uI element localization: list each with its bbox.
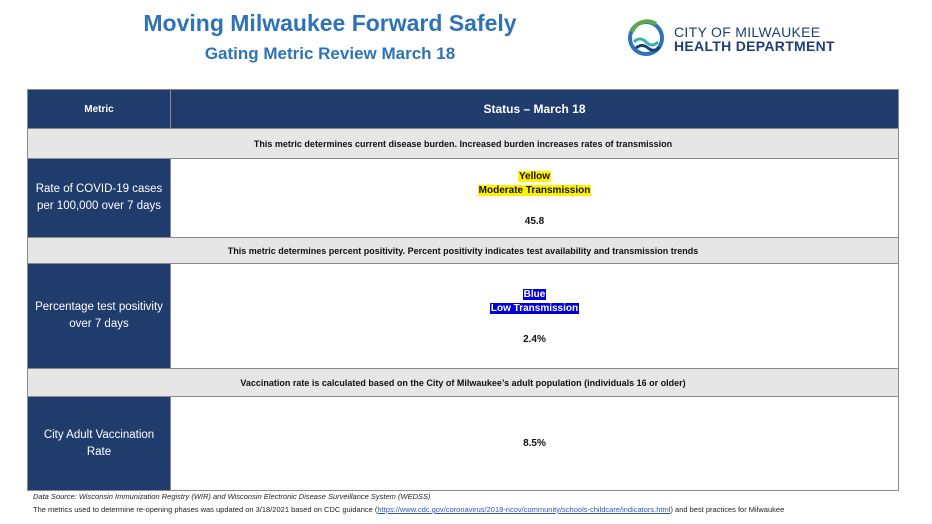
metric-note-row: Vaccination rate is calculated based on … (27, 368, 899, 397)
column-header-metric: Metric (27, 89, 171, 129)
metric-label-positivity: Percentage test positivity over 7 days (27, 263, 171, 369)
status-badge-color: Yellow (517, 170, 552, 182)
metric-value-cases: 45.8 (524, 215, 545, 227)
metric-note-row: This metric determines percent positivit… (27, 237, 899, 264)
metric-row-vaccination: City Adult Vaccination Rate 8.5% (27, 396, 899, 491)
page-subtitle: Gating Metric Review March 18 (204, 44, 456, 63)
cdc-note-text-after: ) and best practices for Milwaukee (670, 505, 785, 514)
metric-status-cases: Yellow Moderate Transmission 45.8 (170, 158, 899, 238)
metric-value-positivity: 2.4% (523, 333, 546, 345)
table-header-row: Metric Status – March 18 (27, 89, 899, 129)
cdc-guidance-link[interactable]: https://www.cdc.gov/coronavirus/2019-nco… (377, 505, 671, 514)
status-badge-level: Low Transmission (489, 302, 580, 314)
metric-value-vaccination: 8.5% (523, 438, 546, 449)
metric-row-cases: Rate of COVID-19 cases per 100,000 over … (27, 158, 899, 238)
metric-row-positivity: Percentage test positivity over 7 days B… (27, 263, 899, 369)
metric-status-vaccination: 8.5% (170, 396, 899, 491)
gating-metrics-table: Metric Status – March 18 This metric det… (27, 89, 899, 491)
health-department-logo: CITY OF MILWAUKEE HEALTH DEPARTMENT (626, 16, 866, 60)
column-header-status: Status – March 18 (170, 89, 899, 129)
logo-text-department: HEALTH DEPARTMENT (674, 38, 835, 54)
logo-text-city: CITY OF MILWAUKEE (674, 24, 821, 40)
status-badge-level: Moderate Transmission (477, 184, 592, 196)
metric-status-positivity: Blue Low Transmission 2.4% (170, 263, 899, 369)
metric-note-positivity: This metric determines percent positivit… (27, 237, 899, 264)
status-badge-color: Blue (522, 288, 547, 300)
metric-note-cases: This metric determines current disease b… (27, 128, 899, 159)
metric-label-cases: Rate of COVID-19 cases per 100,000 over … (27, 158, 171, 238)
metric-note-vaccination: Vaccination rate is calculated based on … (27, 368, 899, 397)
page-title: Moving Milwaukee Forward Safely (143, 10, 517, 36)
data-source-note: Data Source: Wisconsin Immunization Regi… (33, 492, 431, 501)
metric-note-row: This metric determines current disease b… (27, 128, 899, 159)
cdc-guidance-note: The metrics used to determine re-opening… (33, 505, 928, 514)
metric-label-vaccination: City Adult Vaccination Rate (27, 396, 171, 491)
cdc-note-text-before: The metrics used to determine re-opening… (33, 505, 378, 514)
city-logo-icon (628, 19, 664, 56)
